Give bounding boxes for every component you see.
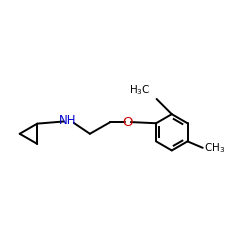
- Text: O: O: [123, 116, 133, 128]
- Text: CH$_3$: CH$_3$: [204, 141, 226, 155]
- Text: NH: NH: [59, 114, 77, 126]
- Text: H$_3$C: H$_3$C: [128, 83, 150, 97]
